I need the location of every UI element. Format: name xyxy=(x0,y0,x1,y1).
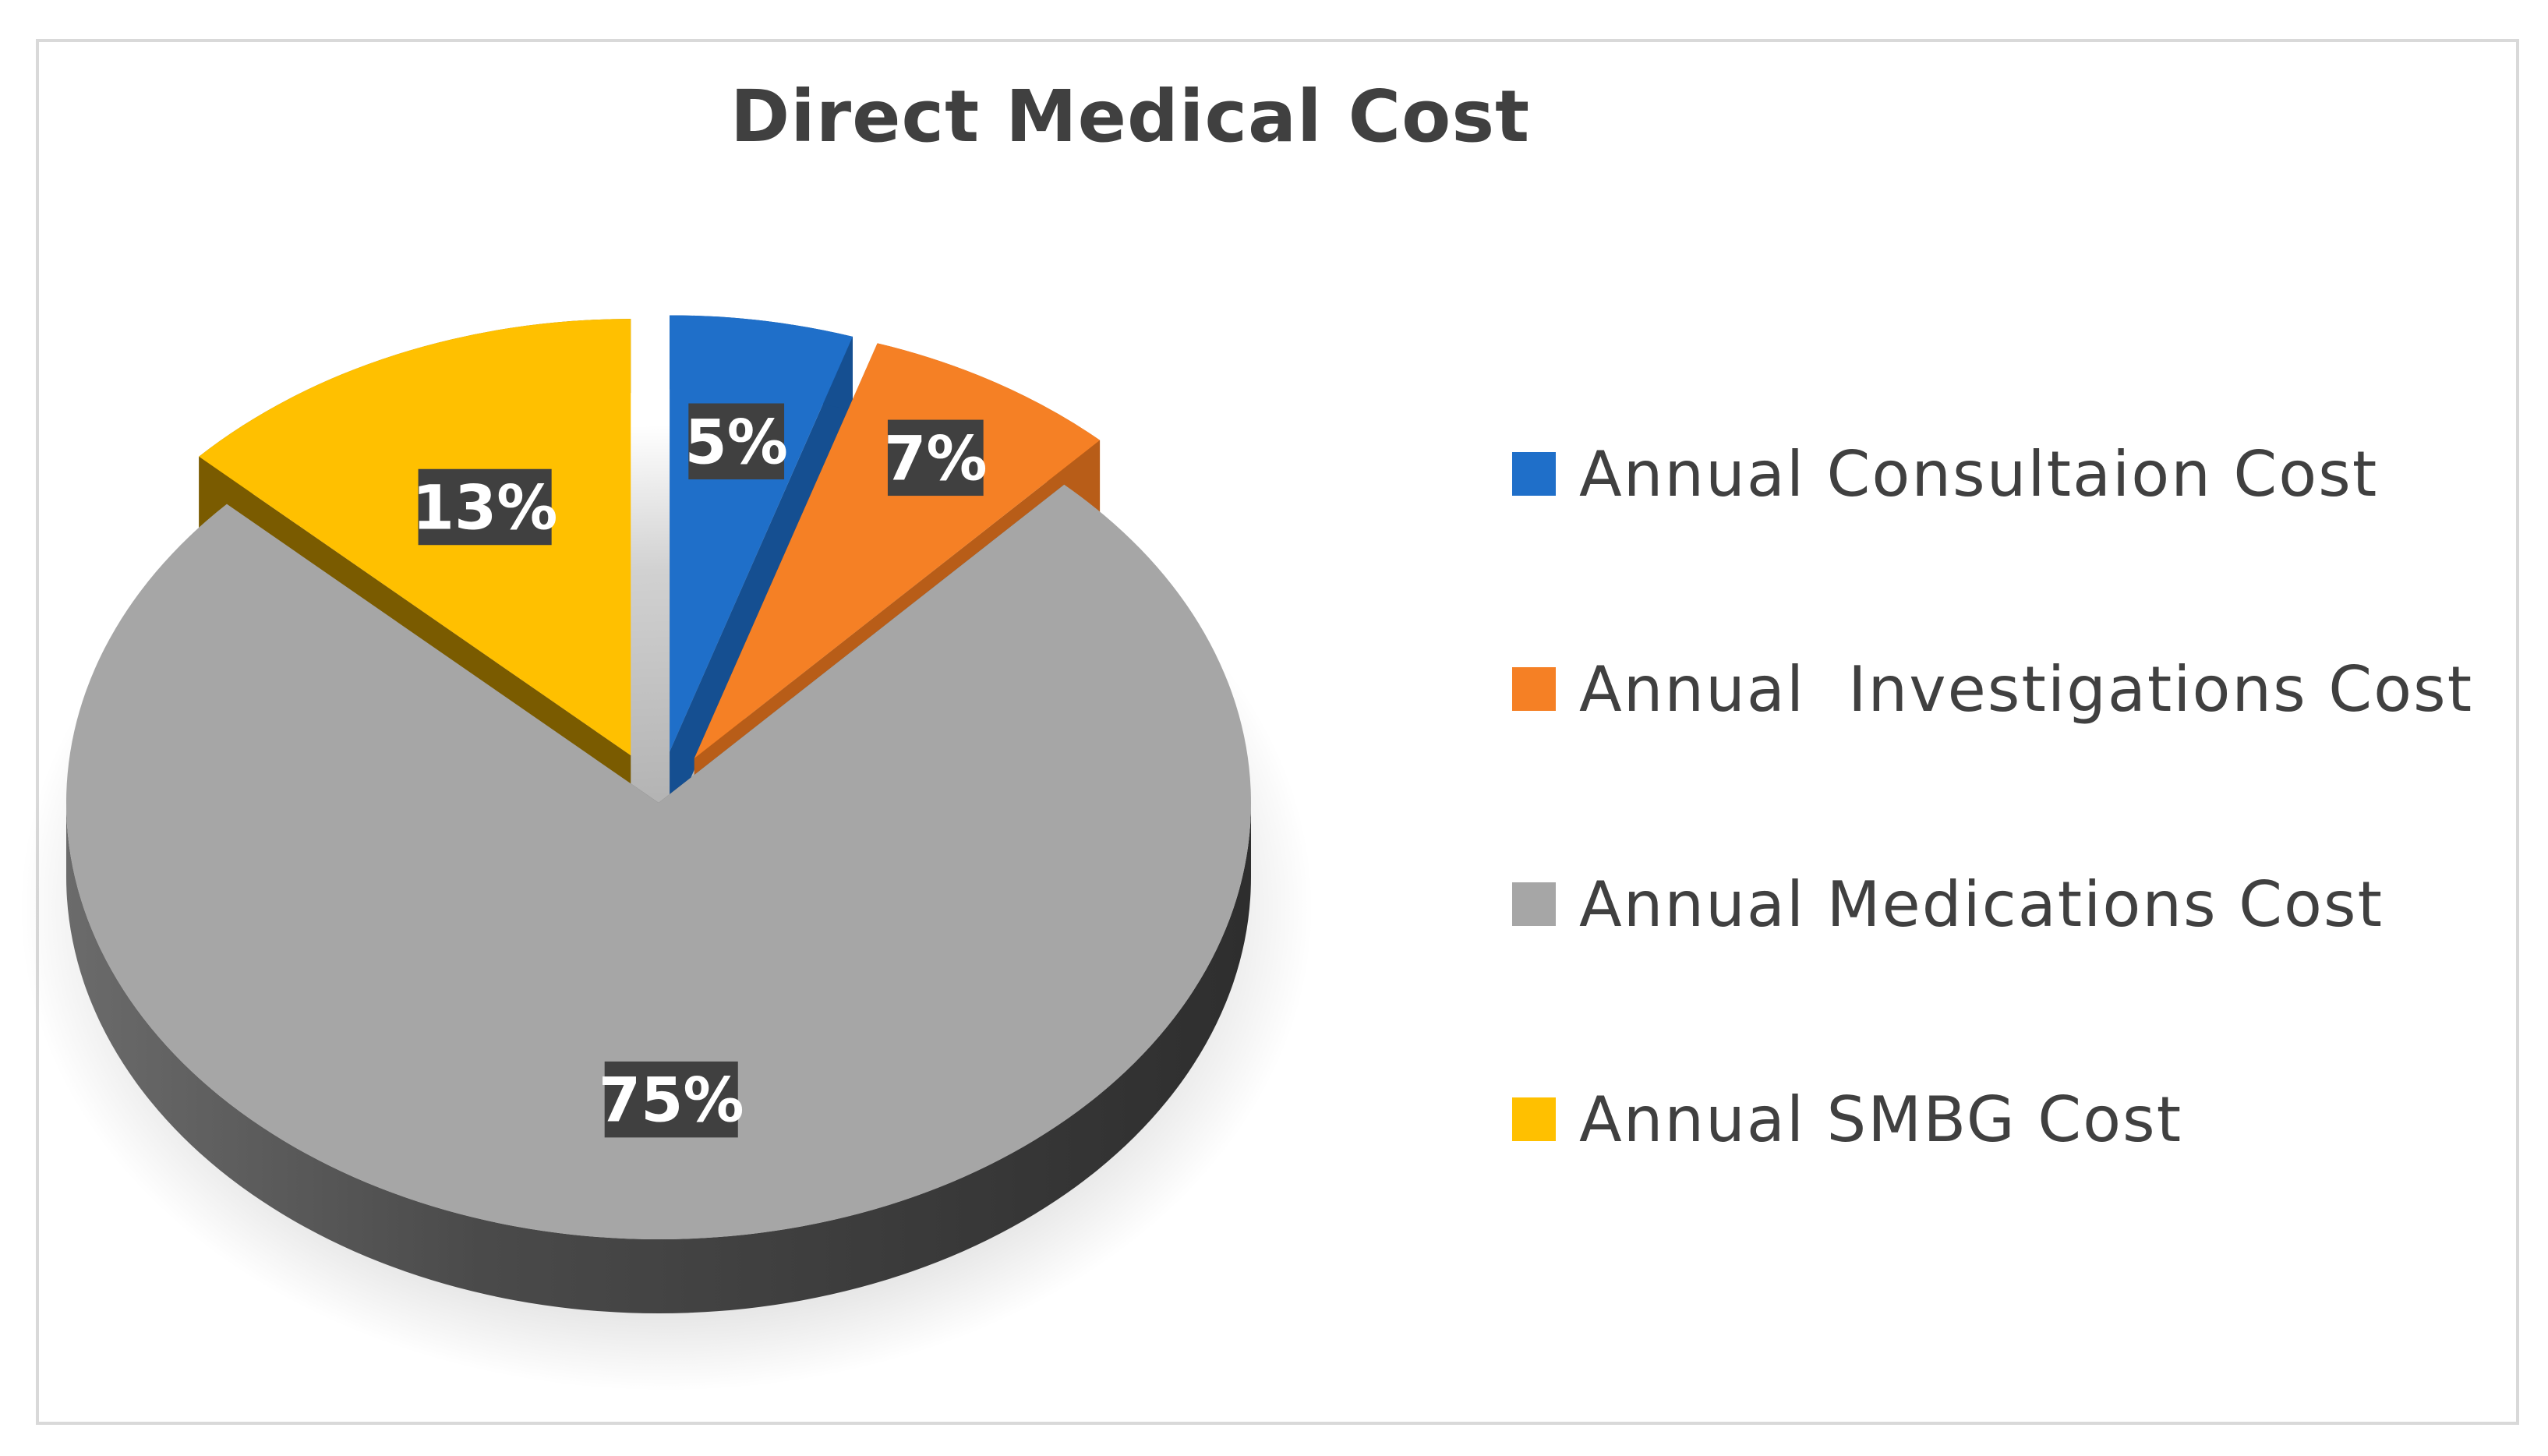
label-medications: 75% xyxy=(599,1066,744,1136)
legend-item: Annual Medications Cost xyxy=(1512,797,2473,1012)
label-investigations-box xyxy=(887,419,984,497)
legend-item: Annual Consultaion Cost xyxy=(1512,366,2473,581)
legend-swatch-smbg xyxy=(1512,1097,1556,1141)
label-consultation: 5% xyxy=(684,408,787,478)
label-smbg-box xyxy=(418,468,552,546)
label-investigations-group: 7% xyxy=(884,419,988,497)
slice-investigations xyxy=(694,343,1101,758)
legend-swatch-investigations xyxy=(1512,667,1556,711)
label-smbg-group: 13% xyxy=(412,468,558,546)
legend-item: Annual SMBG Cost xyxy=(1512,1012,2473,1227)
slice-smbg xyxy=(199,319,631,756)
label-medications-group: 75% xyxy=(599,1061,744,1138)
slice-medications-side xyxy=(66,803,1251,1313)
legend-label: Annual Investigations Cost xyxy=(1579,652,2474,726)
label-consultation-box xyxy=(688,403,785,480)
legend-label: Annual SMBG Cost xyxy=(1579,1083,2183,1156)
legend-label: Annual Consultaion Cost xyxy=(1579,437,2379,511)
label-smbg: 13% xyxy=(412,474,558,544)
label-medications-box xyxy=(604,1061,738,1138)
legend-swatch-medications xyxy=(1512,882,1556,926)
slice-consultation-edge xyxy=(670,336,853,826)
chart-legend: Annual Consultaion Cost Annual Investiga… xyxy=(1512,366,2473,1227)
legend-label: Annual Medications Cost xyxy=(1579,868,2384,941)
legend-swatch-consultation xyxy=(1512,452,1556,496)
label-investigations: 7% xyxy=(884,424,987,494)
legend-item: Annual Investigations Cost xyxy=(1512,581,2473,797)
label-consultation-group: 5% xyxy=(684,403,788,480)
chart-title: Direct Medical Cost xyxy=(730,75,1531,158)
slice-medications xyxy=(65,484,1251,1239)
